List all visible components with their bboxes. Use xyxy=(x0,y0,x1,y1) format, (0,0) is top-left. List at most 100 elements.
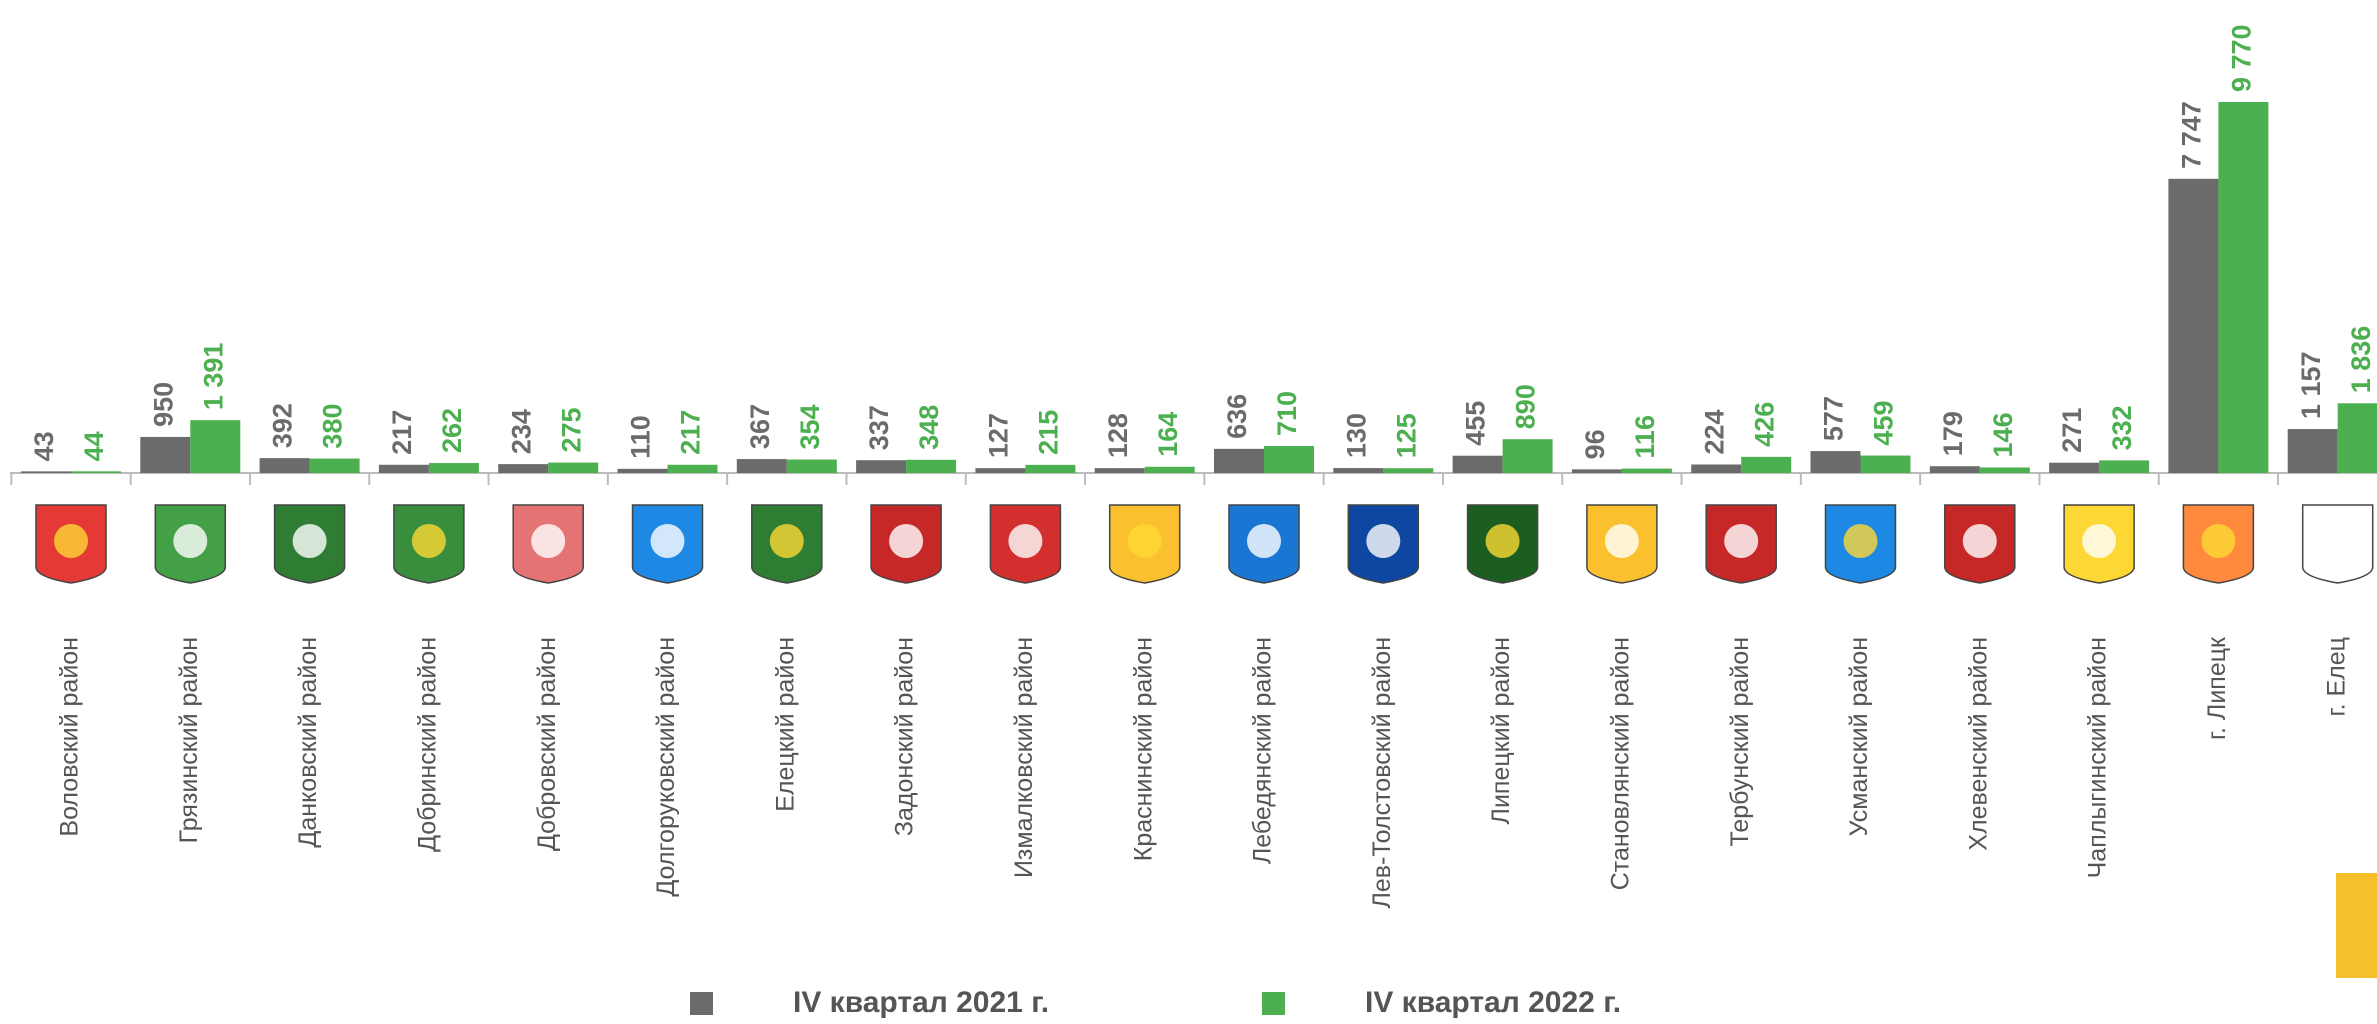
coat-of-arms-emblem xyxy=(769,524,804,558)
value-label: 9 770 xyxy=(2227,24,2257,92)
value-label: 271 xyxy=(2057,408,2087,453)
value-label: 43 xyxy=(29,431,59,461)
bar xyxy=(190,420,241,473)
value-label: 164 xyxy=(1153,412,1183,457)
legend-label: IV квартал 2021 г. xyxy=(793,986,1049,1019)
coat-of-arms-emblem xyxy=(1008,524,1043,558)
value-label: 130 xyxy=(1341,413,1371,458)
value-label: 275 xyxy=(556,407,586,452)
category-label: Данковский район xyxy=(294,637,322,848)
bar xyxy=(736,459,787,473)
bar xyxy=(309,458,360,473)
bar xyxy=(378,464,429,473)
legend-swatch xyxy=(690,992,713,1015)
category-label: Лев-Толстовский район xyxy=(1368,637,1396,909)
bar xyxy=(786,459,837,473)
category-label: г. Липецк xyxy=(2203,636,2231,740)
legend-label: IV квартал 2022 г. xyxy=(1365,986,1621,1019)
value-label: 1 157 xyxy=(2296,351,2326,419)
value-label: 96 xyxy=(1580,429,1610,459)
category-label: Воловский район xyxy=(56,637,84,837)
coat-of-arms-emblem xyxy=(292,524,327,558)
bar xyxy=(1214,448,1264,473)
value-label: 337 xyxy=(864,405,894,450)
category-label: г. Елец xyxy=(2322,637,2350,716)
bar xyxy=(1333,468,1384,473)
category-label: Долгоруковский район xyxy=(652,637,680,897)
corner-tab xyxy=(2336,873,2377,978)
bar xyxy=(2099,460,2150,473)
coat-of-arms-emblem xyxy=(2320,524,2355,558)
bar xyxy=(1929,466,1980,473)
bar xyxy=(21,471,71,473)
coat-of-arms-emblem xyxy=(1366,524,1401,558)
value-label: 636 xyxy=(1222,394,1252,439)
value-label: 179 xyxy=(1938,411,1968,456)
bar xyxy=(617,468,668,473)
value-label: 380 xyxy=(318,404,348,449)
coat-of-arms-emblem xyxy=(2201,524,2236,558)
value-label: 426 xyxy=(1749,402,1779,447)
bar xyxy=(140,436,191,473)
bar xyxy=(1810,451,1861,473)
legend-swatch xyxy=(1262,992,1285,1015)
bar xyxy=(1383,468,1434,473)
bar xyxy=(1860,455,1911,473)
category-label: Измалковский район xyxy=(1010,637,1038,878)
value-label: 459 xyxy=(1869,401,1899,446)
category-label: Грязинский район xyxy=(175,637,203,843)
value-label: 1 836 xyxy=(2346,326,2376,394)
bar xyxy=(428,463,479,473)
value-label: 234 xyxy=(506,409,536,454)
coat-of-arms-emblem xyxy=(1485,524,1520,558)
bar xyxy=(906,459,957,473)
category-label: Усманский район xyxy=(1845,637,1873,836)
value-label: 217 xyxy=(676,410,706,455)
bar xyxy=(548,462,599,473)
bar xyxy=(1979,467,2030,473)
coat-of-arms-emblem xyxy=(889,524,924,558)
coat-of-arms-emblem xyxy=(531,524,566,558)
bar xyxy=(498,464,549,473)
value-label: 367 xyxy=(745,404,775,449)
value-label: 128 xyxy=(1103,413,1133,458)
bar xyxy=(1502,439,1553,473)
bar xyxy=(1144,466,1195,473)
coat-of-arms-emblem xyxy=(1724,524,1759,558)
bar xyxy=(2218,102,2269,473)
value-label: 455 xyxy=(1461,401,1491,446)
coat-of-arms-emblem xyxy=(650,524,685,558)
bar xyxy=(856,460,907,473)
bar xyxy=(1264,446,1314,473)
value-label: 392 xyxy=(268,403,298,448)
value-label: 354 xyxy=(795,404,825,449)
category-label: Добровский район xyxy=(533,637,561,851)
value-label: 332 xyxy=(2107,405,2137,450)
category-label: Лебедянский район xyxy=(1249,637,1277,864)
bar xyxy=(71,471,121,473)
value-label: 44 xyxy=(79,431,109,461)
category-label: Чаплыгинский район xyxy=(2084,637,2112,878)
coat-of-arms-emblem xyxy=(1604,524,1639,558)
coat-of-arms-emblem xyxy=(1127,524,1162,558)
value-label: 710 xyxy=(1272,391,1302,436)
value-label: 1 391 xyxy=(198,343,228,411)
bar xyxy=(2049,462,2100,473)
category-label: Тербунский район xyxy=(1726,637,1754,847)
bar xyxy=(1571,469,1622,473)
category-label: Хлевенский район xyxy=(1964,637,1992,851)
value-label: 7 747 xyxy=(2177,101,2207,169)
coat-of-arms-emblem xyxy=(173,524,208,558)
value-label: 110 xyxy=(626,415,656,459)
coat-of-arms-emblem xyxy=(54,524,88,558)
value-label: 217 xyxy=(387,410,417,455)
category-label: Добринский район xyxy=(414,637,442,852)
coat-of-arms-emblem xyxy=(1962,524,1997,558)
coat-of-arms-emblem xyxy=(1247,524,1281,558)
value-label: 215 xyxy=(1034,410,1064,455)
value-label: 224 xyxy=(1699,409,1729,454)
bar xyxy=(1452,455,1503,473)
coat-of-arms-emblem xyxy=(411,524,446,558)
value-label: 348 xyxy=(914,405,944,450)
bar xyxy=(1621,468,1672,473)
